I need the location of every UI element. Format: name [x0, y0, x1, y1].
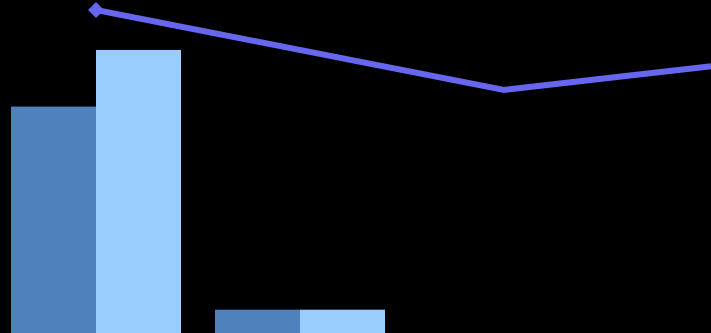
line-series-1 [95, 7, 711, 93]
bar-series1-cat2 [215, 309, 300, 333]
line-point-marker [88, 1, 104, 18]
line-layer [88, 1, 711, 93]
bar-series2-cat2 [300, 309, 385, 333]
bar-series1-cat1 [11, 106, 96, 333]
bar-series2-cat1 [96, 49, 181, 333]
bars-layer [11, 49, 385, 333]
